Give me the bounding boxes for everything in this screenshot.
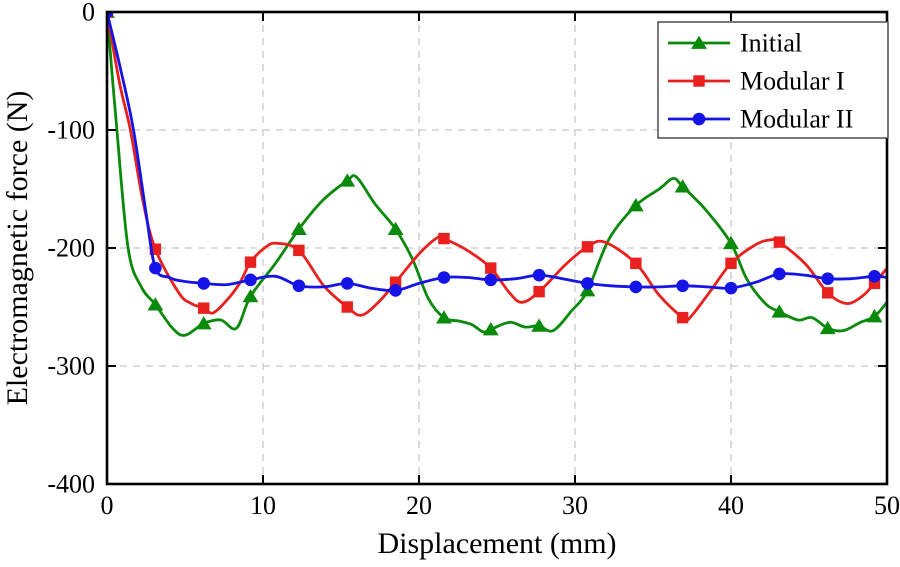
tick-labels: 0 10 20 30 40 50 0 -100 -200 -300 -400 <box>47 0 900 520</box>
triangle-marker-initial <box>147 297 164 311</box>
legend-item-modular-ii: Modular II <box>668 105 853 134</box>
triangle-marker-initial <box>436 310 452 324</box>
y-tick-label--400: -400 <box>47 470 95 499</box>
y-tick-label--100: -100 <box>47 116 95 145</box>
circle-marker-modular-ii <box>149 261 162 275</box>
legend-circle-icon <box>692 112 706 126</box>
legend-triangle-icon <box>691 35 707 49</box>
circle-marker-modular-ii <box>773 267 786 281</box>
circle-marker-modular-ii <box>389 284 402 297</box>
legend-label-initial: Initial <box>740 29 802 58</box>
circle-marker-modular-ii <box>107 12 114 19</box>
square-marker-modular-i <box>773 236 786 248</box>
square-marker-modular-i <box>389 276 402 288</box>
triangle-marker-initial <box>866 309 883 323</box>
x-tick-label-30: 30 <box>562 491 588 520</box>
circle-marker-modular-ii <box>581 277 594 290</box>
y-tick-label-0: 0 <box>82 0 95 27</box>
circle-marker-modular-ii <box>868 270 881 283</box>
x-tick-label-20: 20 <box>406 491 432 520</box>
circle-marker-modular-ii <box>532 268 546 282</box>
circle-marker-modular-ii <box>244 273 257 287</box>
square-marker-modular-i <box>676 311 689 324</box>
square-marker-modular-i <box>198 302 210 314</box>
circle-marker-modular-ii <box>340 277 354 290</box>
triangle-marker-initial <box>723 235 739 250</box>
triangle-marker-initial <box>387 221 404 236</box>
x-tick-label-10: 10 <box>250 491 276 520</box>
square-marker-modular-i <box>581 241 594 253</box>
triangle-marker-initial <box>771 304 788 318</box>
triangle-marker-initial <box>627 198 644 212</box>
legend-label-modular-ii: Modular II <box>740 105 853 134</box>
circle-marker-modular-ii <box>724 281 738 295</box>
x-axis-title: Displacement (mm) <box>377 527 616 560</box>
y-tick-label--200: -200 <box>47 234 95 263</box>
series-initial <box>107 12 887 337</box>
axes-frame <box>105 10 889 486</box>
series-modular-ii <box>107 12 887 297</box>
square-marker-modular-i <box>868 277 881 290</box>
triangle-marker-initial <box>531 318 548 332</box>
circle-marker-modular-ii <box>821 272 835 285</box>
triangle-marker-initial <box>290 221 307 236</box>
legend-item-modular-i: Modular I <box>668 67 845 96</box>
circle-marker-modular-ii <box>484 273 498 287</box>
triangle-marker-initial <box>674 179 691 193</box>
legend-item-initial: Initial <box>668 29 802 58</box>
legend: Initial Modular I Modular II <box>657 21 889 139</box>
square-marker-modular-i <box>149 243 162 255</box>
series-line-modular-ii <box>107 12 887 293</box>
x-tick-label-40: 40 <box>718 491 744 520</box>
y-axis-title: Electromagnetic force (N) <box>1 91 34 406</box>
triangle-marker-initial <box>195 316 212 330</box>
circle-marker-modular-ii <box>292 279 306 293</box>
circle-marker-modular-ii <box>676 279 689 293</box>
square-marker-modular-i <box>485 262 497 274</box>
triangle-marker-initial <box>579 283 596 297</box>
circle-marker-modular-ii <box>437 271 451 284</box>
circle-marker-modular-ii <box>629 280 643 294</box>
y-tick-label--300: -300 <box>47 352 95 381</box>
series-modular-i <box>107 12 887 324</box>
square-marker-modular-i <box>293 244 305 257</box>
square-marker-modular-i <box>822 287 834 299</box>
triangle-marker-initial <box>819 320 836 335</box>
circle-marker-modular-ii <box>197 277 211 290</box>
legend-square-icon <box>693 75 705 87</box>
square-marker-modular-i <box>341 301 353 313</box>
triangle-marker-initial <box>339 173 356 187</box>
square-marker-modular-i <box>630 257 642 270</box>
triangle-marker-initial <box>242 288 259 303</box>
square-marker-modular-i <box>533 285 545 298</box>
square-marker-modular-i <box>244 256 257 268</box>
legend-label-modular-i: Modular I <box>740 67 845 96</box>
triangle-marker-initial <box>482 322 499 336</box>
x-tick-label-50: 50 <box>874 491 900 520</box>
square-marker-modular-i <box>438 232 450 245</box>
data-series <box>107 12 887 337</box>
square-marker-modular-i <box>725 257 737 270</box>
x-tick-label-0: 0 <box>101 491 114 520</box>
